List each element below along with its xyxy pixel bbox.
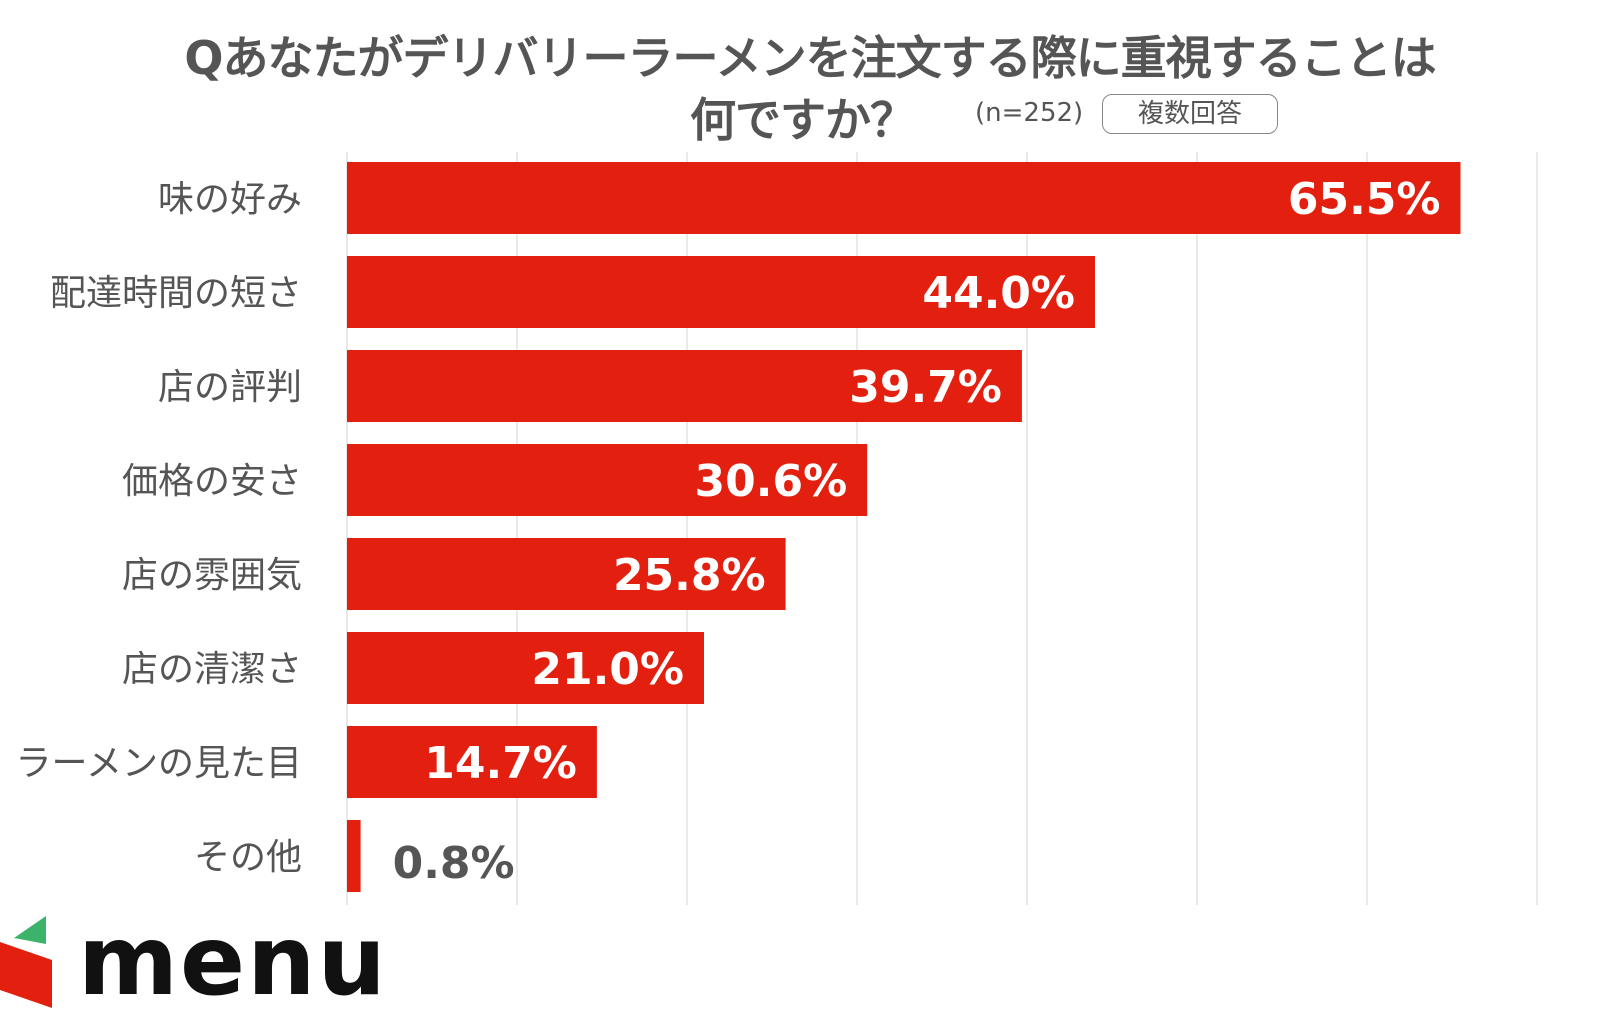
category-label: その他 (194, 837, 302, 878)
bar (347, 820, 361, 892)
value-label: 44.0% (922, 268, 1075, 319)
chart-title-line1: Qあなたがデリバリーラーメンを注文する際に重視することは (184, 31, 1436, 85)
chart-title-line2: 何ですか？ (690, 93, 916, 147)
category-label: 配達時間の短さ (50, 273, 302, 314)
multiple-answer-badge: 複数回答 (1102, 94, 1278, 134)
value-label: 14.7% (424, 738, 577, 789)
category-label: 価格の安さ (122, 461, 302, 502)
bar (347, 538, 786, 610)
bar (347, 350, 1022, 422)
value-label: 0.8% (393, 838, 515, 889)
category-label: 店の評判 (158, 367, 302, 408)
menu-logo-icon (0, 916, 52, 1008)
bar (347, 162, 1461, 234)
menu-logo-text: menu (78, 905, 388, 1017)
category-label: 味の好み (158, 179, 302, 220)
category-label: 店の清潔さ (122, 649, 302, 690)
sample-size: (n=252) (975, 98, 1084, 128)
bar (347, 256, 1095, 328)
category-label: 店の雰囲気 (122, 555, 302, 596)
bar (347, 444, 868, 516)
bar (347, 632, 704, 704)
value-label: 21.0% (531, 644, 684, 695)
value-label: 65.5% (1288, 174, 1441, 225)
value-label: 39.7% (849, 362, 1002, 413)
value-label: 30.6% (695, 456, 848, 507)
bar (347, 726, 597, 798)
value-label: 25.8% (613, 550, 766, 601)
category-label: ラーメンの見た目 (15, 743, 302, 784)
